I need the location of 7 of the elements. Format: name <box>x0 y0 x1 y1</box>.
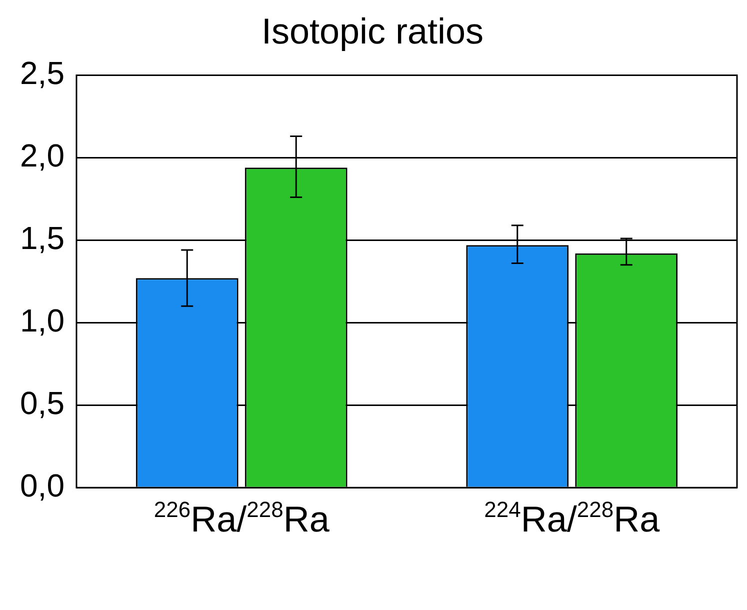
y-tick-label: 1,5 <box>20 220 64 256</box>
y-tick-label: 2,0 <box>20 138 64 174</box>
y-tick-label: 1,0 <box>20 302 64 338</box>
y-tick-label: 0,5 <box>20 384 64 421</box>
y-tick-label: 0,0 <box>20 467 64 504</box>
chart-title: Isotopic ratios <box>261 10 484 52</box>
y-tick-label: 2,5 <box>20 55 64 92</box>
